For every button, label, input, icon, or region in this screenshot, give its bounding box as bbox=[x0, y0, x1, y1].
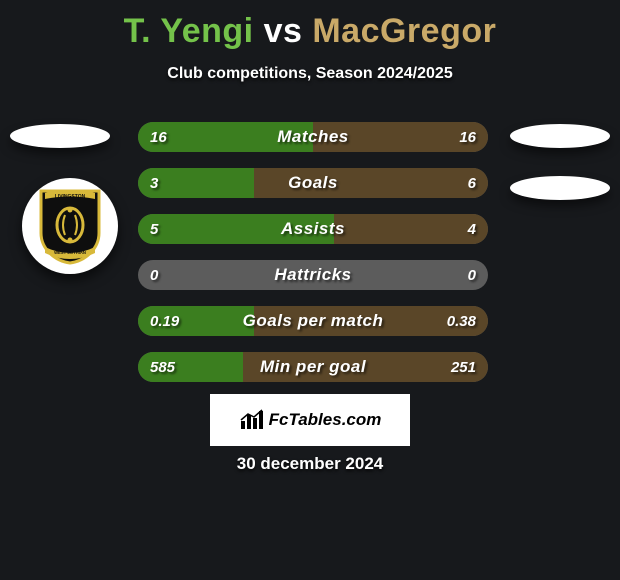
stat-value-p2: 16 bbox=[459, 122, 476, 152]
stat-value-p1: 0.19 bbox=[150, 306, 179, 336]
stat-label: Matches bbox=[138, 122, 488, 152]
decor-ellipse bbox=[510, 176, 610, 200]
stat-row: Matches16 16 bbox=[138, 122, 488, 152]
stat-value-p2: 0.38 bbox=[447, 306, 476, 336]
subtitle: Club competitions, Season 2024/2025 bbox=[0, 65, 620, 83]
stat-row: Hattricks0 0 bbox=[138, 260, 488, 290]
stat-value-p1: 3 bbox=[150, 168, 158, 198]
site-badge: FcTables.com bbox=[210, 394, 410, 446]
stat-row: Assists5 4 bbox=[138, 214, 488, 244]
stat-label: Min per goal bbox=[138, 352, 488, 382]
club-badge: LIVINGSTON WEST LOTHIAN bbox=[22, 178, 118, 274]
stat-value-p2: 251 bbox=[451, 352, 476, 382]
stat-bars-container: Matches16 16 Goals3 6 Assists5 4 Hattricks0 0 Go… bbox=[138, 122, 488, 398]
player2-name: MacGregor bbox=[312, 12, 496, 50]
decor-ellipse bbox=[10, 124, 110, 148]
date-label: 30 december 2024 bbox=[0, 454, 620, 474]
stat-row: Min per goal585 251 bbox=[138, 352, 488, 382]
stat-value-p2: 4 bbox=[468, 214, 476, 244]
stat-value-p1: 585 bbox=[150, 352, 175, 382]
stat-value-p1: 0 bbox=[150, 260, 158, 290]
stat-value-p2: 6 bbox=[468, 168, 476, 198]
stat-label: Assists bbox=[138, 214, 488, 244]
stat-label: Goals per match bbox=[138, 306, 488, 336]
bar-chart-icon bbox=[239, 409, 265, 431]
stat-value-p1: 5 bbox=[150, 214, 158, 244]
shield-icon: LIVINGSTON WEST LOTHIAN bbox=[37, 187, 103, 265]
site-label: FcTables.com bbox=[269, 410, 382, 430]
stat-row: Goals3 6 bbox=[138, 168, 488, 198]
vs-text: vs bbox=[254, 12, 313, 50]
badge-text-bottom: WEST LOTHIAN bbox=[54, 250, 86, 255]
badge-text-top: LIVINGSTON bbox=[55, 194, 86, 200]
stat-row: Goals per match0.19 0.38 bbox=[138, 306, 488, 336]
decor-ellipse bbox=[510, 124, 610, 148]
stat-label: Hattricks bbox=[138, 260, 488, 290]
stat-value-p1: 16 bbox=[150, 122, 167, 152]
stat-value-p2: 0 bbox=[468, 260, 476, 290]
stat-label: Goals bbox=[138, 168, 488, 198]
comparison-title: T. Yengi vs MacGregor bbox=[0, 0, 620, 51]
player1-name: T. Yengi bbox=[124, 12, 254, 50]
